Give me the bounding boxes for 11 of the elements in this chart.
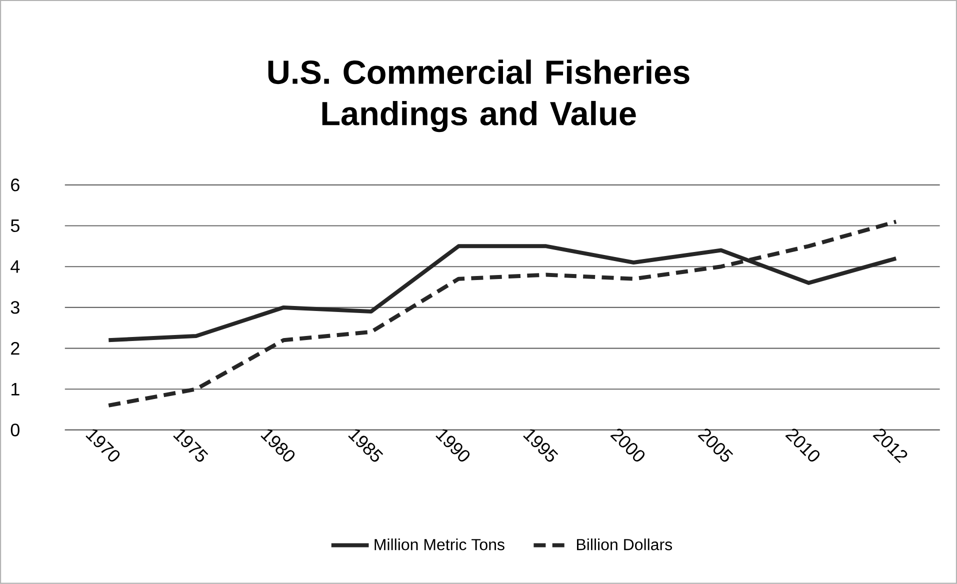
chart-title: U.S. Commercial Fisheries Landings and Value [268, 60, 690, 132]
y-tick-label: 3 [10, 301, 20, 314]
line-series [106, 220, 898, 408]
y-tick-label: 4 [10, 260, 20, 273]
y-tick-label: 0 [10, 424, 20, 436]
legend-label: Million Metric Tons [374, 538, 504, 550]
y-tick-label: 2 [11, 342, 20, 355]
legend-label: Billion Dollars [577, 538, 672, 550]
y-tick-label: 5 [10, 220, 20, 232]
y-tick-label: 6 [11, 178, 20, 192]
y-tick-label: 1 [12, 383, 20, 396]
